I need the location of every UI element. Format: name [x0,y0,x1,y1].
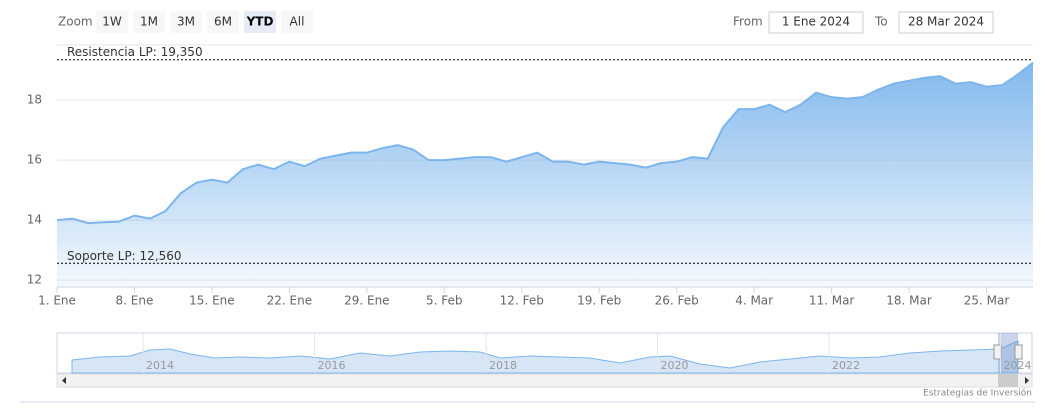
y-tick-label: 14 [27,213,42,227]
zoom-button[interactable] [207,11,239,33]
navigator-year: 2022 [832,359,860,372]
x-tick-label: 26. Feb [655,294,699,308]
zoom-label: Zoom [58,15,93,29]
navigator-year: 2024 [1004,359,1032,372]
navigator-mask [998,333,1018,373]
navigator-year: 2020 [661,359,689,372]
area-line [56,61,1034,225]
zoom-button[interactable] [133,11,165,33]
x-tick-label: 8. Ene [116,294,154,308]
scrollbar-thumb[interactable] [998,374,1018,387]
x-tick-label: 5. Feb [426,294,463,308]
zoom-button-label[interactable]: 1W [102,15,122,29]
from-label: From [733,15,763,29]
x-tick-label: 12. Feb [500,294,544,308]
from-value[interactable]: 1 Ene 2024 [782,15,850,29]
to-value[interactable]: 28 Mar 2024 [908,15,984,29]
x-tick-label: 22. Ene [267,294,312,308]
zoom-button-label[interactable]: YTD [246,15,274,29]
zoom-button[interactable] [96,11,128,33]
zoom-button[interactable] [281,11,313,33]
y-tick-label: 18 [27,93,42,107]
to-input[interactable] [898,11,994,34]
plot-line-label: Resistencia LP: 19,350 [67,45,203,59]
x-tick-label: 19. Feb [577,294,621,308]
x-tick-label: 15. Ene [189,294,234,308]
navigator-year: 2018 [489,359,517,372]
plot-line-label: Soporte LP: 12,560 [67,249,182,263]
to-label: To [874,15,888,29]
navigator-year: 2014 [146,359,174,372]
area-fill [57,62,1033,287]
scroll-right[interactable] [1025,377,1029,384]
credits: Estrategias de Inversión [923,388,1032,399]
y-tick-label: 12 [27,273,42,287]
x-tick-label: 11. Mar [809,294,855,308]
x-tick-label: 1. Ene [38,294,76,308]
scroll-left[interactable] [62,377,66,384]
zoom-button-label[interactable]: 3M [177,15,195,29]
navigator-year: 2016 [318,359,346,372]
zoom-button-label[interactable]: 6M [214,15,232,29]
x-tick-label: 25. Mar [964,294,1010,308]
y-tick-label: 16 [27,153,42,167]
navigator-handle[interactable] [993,344,1002,360]
zoom-button-label[interactable]: 1M [140,15,158,29]
navigator-handle[interactable] [1014,344,1023,360]
from-input[interactable] [768,11,864,34]
zoom-button[interactable] [244,11,276,33]
x-tick-label: 29. Ene [344,294,389,308]
x-tick-label: 18. Mar [886,294,932,308]
scrollbar[interactable] [56,373,1033,388]
zoom-button[interactable] [170,11,202,33]
zoom-button-label[interactable]: All [290,15,305,29]
x-tick-label: 4. Mar [735,294,773,308]
navigator-series [71,340,1019,374]
